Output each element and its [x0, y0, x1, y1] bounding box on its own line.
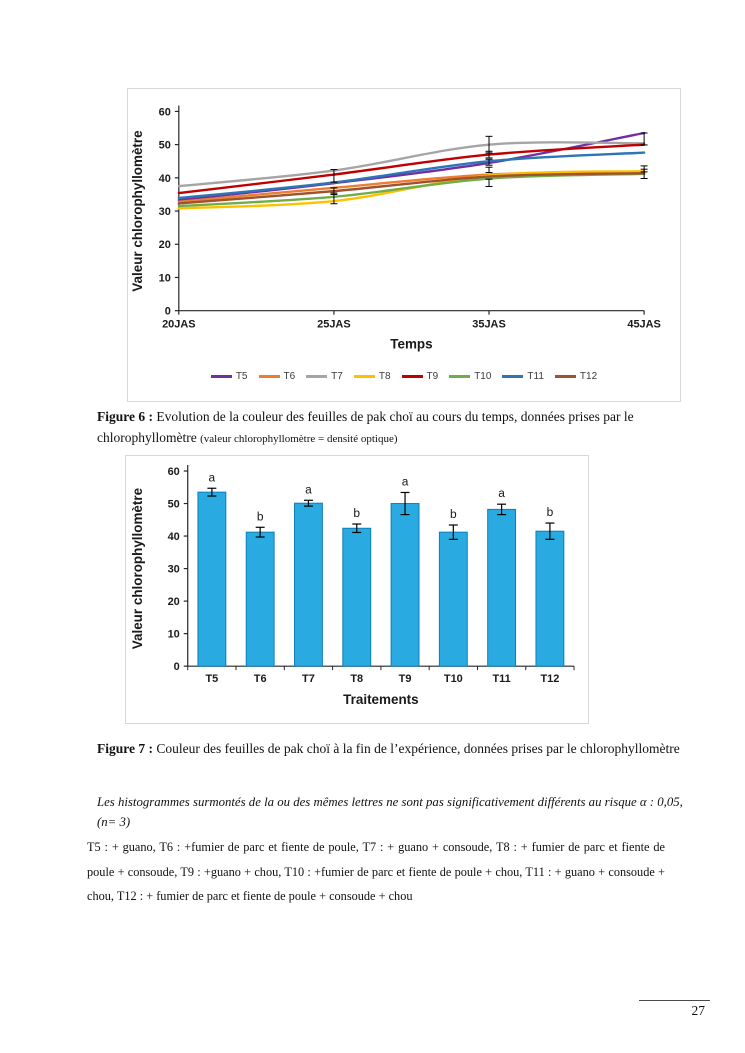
- figure7-caption: Figure 7 : Couleur des feuilles de pak c…: [97, 738, 697, 759]
- legend-item-T10: T10: [449, 371, 491, 382]
- legend-label: T11: [527, 371, 544, 382]
- figure6-caption-text: Evolution de la couleur des feuilles de …: [97, 409, 634, 445]
- legend-item-T9: T9: [401, 371, 439, 382]
- svg-text:10: 10: [168, 629, 180, 641]
- svg-text:Traitements: Traitements: [343, 692, 418, 707]
- figure6-caption-note: (valeur chlorophyllomètre = densité opti…: [200, 433, 398, 445]
- svg-text:40: 40: [168, 531, 180, 543]
- svg-text:20: 20: [168, 596, 180, 608]
- svg-text:Temps: Temps: [390, 337, 432, 352]
- legend-line-swatch: [449, 375, 471, 378]
- svg-text:0: 0: [174, 661, 180, 673]
- svg-text:T10: T10: [444, 673, 463, 685]
- figure7-bar-chart: 0 10 20 30 40 50 60 a T5 b T6 a T7 b T8 a T9 b T10 a T11 b T12…: [125, 455, 589, 724]
- legend-item-T11: T11: [502, 371, 544, 382]
- treatments-legend-text: T5 : + guano, T6 : +fumier de parc et fi…: [87, 840, 665, 903]
- figure6-caption: Figure 6 : Evolution de la couleur des f…: [97, 406, 697, 450]
- svg-text:25JAS: 25JAS: [317, 319, 350, 331]
- svg-text:T12: T12: [540, 673, 559, 685]
- svg-text:Valeur chlorophyllomètre: Valeur chlorophyllomètre: [130, 130, 145, 292]
- svg-text:20: 20: [159, 239, 171, 251]
- figure6-line-chart: 0 10 20 30 40 50 60 20JAS 25JAS 35JAS 45JAS Temps Va…: [127, 88, 681, 402]
- legend-line-swatch: [554, 375, 576, 378]
- legend-item-T12: T12: [554, 371, 598, 382]
- statistics-note: Les histogrammes surmontés de la ou des …: [97, 795, 683, 829]
- svg-text:T5: T5: [205, 673, 218, 685]
- legend-label: T6: [283, 371, 296, 382]
- svg-text:30: 30: [159, 206, 171, 218]
- svg-text:60: 60: [159, 106, 171, 118]
- page-number: 27: [691, 1003, 706, 1018]
- svg-text:Valeur chlorophyllomètre: Valeur chlorophyllomètre: [130, 487, 145, 649]
- svg-text:T8: T8: [350, 673, 363, 685]
- svg-text:50: 50: [159, 140, 171, 152]
- svg-text:40: 40: [159, 173, 171, 185]
- figure7-caption-label: Figure 7 :: [97, 741, 153, 756]
- svg-text:a: a: [402, 475, 409, 489]
- svg-text:T9: T9: [399, 673, 412, 685]
- figure6-caption-label: Figure 6 :: [97, 409, 153, 424]
- bar-chart-canvas: 0 10 20 30 40 50 60 a T5 b T6 a T7 b T8 a T9 b T10 a T11 b T12…: [130, 465, 575, 707]
- svg-text:20JAS: 20JAS: [162, 319, 196, 331]
- legend-line-swatch: [502, 375, 524, 378]
- svg-text:45JAS: 45JAS: [627, 319, 660, 331]
- svg-text:a: a: [305, 482, 312, 496]
- svg-text:T7: T7: [302, 673, 315, 685]
- footer-rule: [639, 1000, 710, 1001]
- legend-label: T10: [474, 371, 492, 382]
- chart-legend: T5 T6 T7 T8 T9 T10 T11 T12: [128, 371, 680, 382]
- legend-item-T7: T7: [306, 371, 343, 382]
- line-chart-canvas: 0 10 20 30 40 50 60 20JAS 25JAS 35JAS 45JAS Temps Va…: [130, 105, 661, 352]
- legend-label: T9: [426, 371, 439, 382]
- svg-text:10: 10: [159, 272, 171, 284]
- svg-text:b: b: [547, 505, 554, 519]
- legend-line-swatch: [306, 375, 328, 378]
- svg-text:60: 60: [168, 466, 180, 478]
- legend-label: T8: [378, 371, 391, 382]
- svg-text:50: 50: [168, 499, 180, 511]
- svg-text:b: b: [257, 509, 264, 523]
- legend-line-swatch: [258, 375, 280, 378]
- svg-text:T6: T6: [254, 673, 267, 685]
- legend-line-swatch: [401, 375, 423, 378]
- legend-item-T8: T8: [353, 371, 391, 382]
- legend-line-swatch: [353, 375, 375, 378]
- legend-item-T6: T6: [258, 371, 296, 382]
- figure7-caption-text: Couleur des feuilles de pak choï à la fi…: [156, 741, 680, 756]
- legend-item-T5: T5: [210, 371, 248, 382]
- svg-text:b: b: [353, 506, 360, 520]
- legend-line-swatch: [210, 375, 232, 378]
- legend-label: T12: [579, 371, 598, 382]
- legend-label: T5: [235, 371, 248, 382]
- svg-text:T11: T11: [492, 673, 510, 685]
- svg-text:a: a: [498, 486, 505, 500]
- svg-text:a: a: [209, 470, 216, 484]
- legend-label: T7: [331, 371, 343, 382]
- svg-text:b: b: [450, 507, 457, 521]
- svg-text:30: 30: [168, 564, 180, 576]
- svg-text:35JAS: 35JAS: [472, 319, 506, 331]
- svg-text:0: 0: [165, 306, 171, 318]
